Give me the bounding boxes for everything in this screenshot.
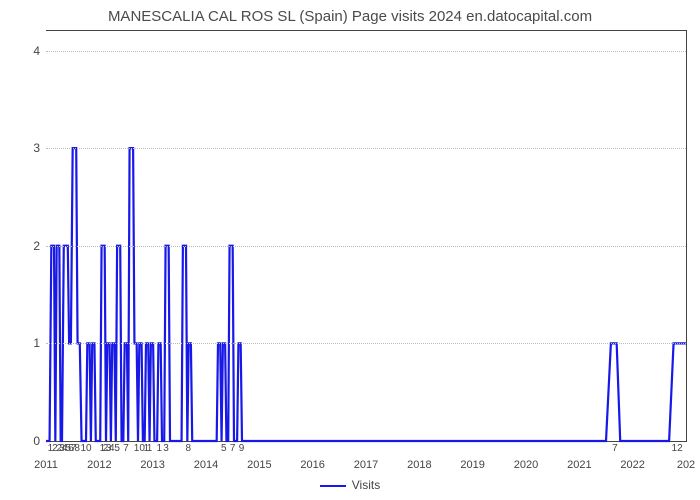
x-sub-label: 7 (123, 443, 129, 454)
x-sub-label: 7 (612, 443, 618, 454)
x-year-label: 2014 (194, 459, 218, 471)
y-tick-label: 0 (33, 434, 46, 448)
x-year-label: 2020 (514, 459, 538, 471)
x-year-label: 2019 (460, 459, 484, 471)
x-sub-label: 5 (221, 443, 227, 454)
y-tick-label: 4 (33, 44, 46, 58)
x-year-label: 2022 (620, 459, 644, 471)
x-year-label: 2017 (354, 459, 378, 471)
legend-swatch (320, 485, 346, 487)
y-tick-label: 1 (33, 336, 46, 350)
y-gridline (46, 246, 686, 247)
plot-area: 0123420112012201320142015201620172018201… (46, 30, 687, 442)
x-year-label: 2012 (87, 459, 111, 471)
chart-container: MANESCALIA CAL ROS SL (Spain) Page visit… (0, 0, 700, 500)
x-sub-label: 3 (163, 443, 169, 454)
x-sub-label: 5 (114, 443, 120, 454)
x-sub-label: 1 (147, 443, 153, 454)
x-sub-label: 8 (74, 443, 80, 454)
x-sub-label: 7 (230, 443, 236, 454)
x-sub-label: 12 (672, 443, 683, 454)
x-sub-label: 9 (239, 443, 245, 454)
y-gridline (46, 343, 686, 344)
x-sub-label: 8 (185, 443, 191, 454)
y-tick-label: 2 (33, 239, 46, 253)
x-year-label: 2013 (140, 459, 164, 471)
x-year-label: 2021 (567, 459, 591, 471)
chart-title: MANESCALIA CAL ROS SL (Spain) Page visit… (0, 8, 700, 25)
x-year-label: 2015 (247, 459, 271, 471)
x-year-label: 2011 (34, 459, 58, 471)
legend: Visits (0, 478, 700, 492)
x-year-label: 2016 (300, 459, 324, 471)
y-gridline (46, 51, 686, 52)
line-series (46, 31, 686, 441)
x-year-label: 2018 (407, 459, 431, 471)
x-year-label: 202 (677, 459, 695, 471)
y-gridline (46, 148, 686, 149)
y-tick-label: 3 (33, 141, 46, 155)
x-sub-label: 1 (157, 443, 163, 454)
x-sub-label: 10 (80, 443, 91, 454)
legend-label: Visits (352, 478, 380, 492)
